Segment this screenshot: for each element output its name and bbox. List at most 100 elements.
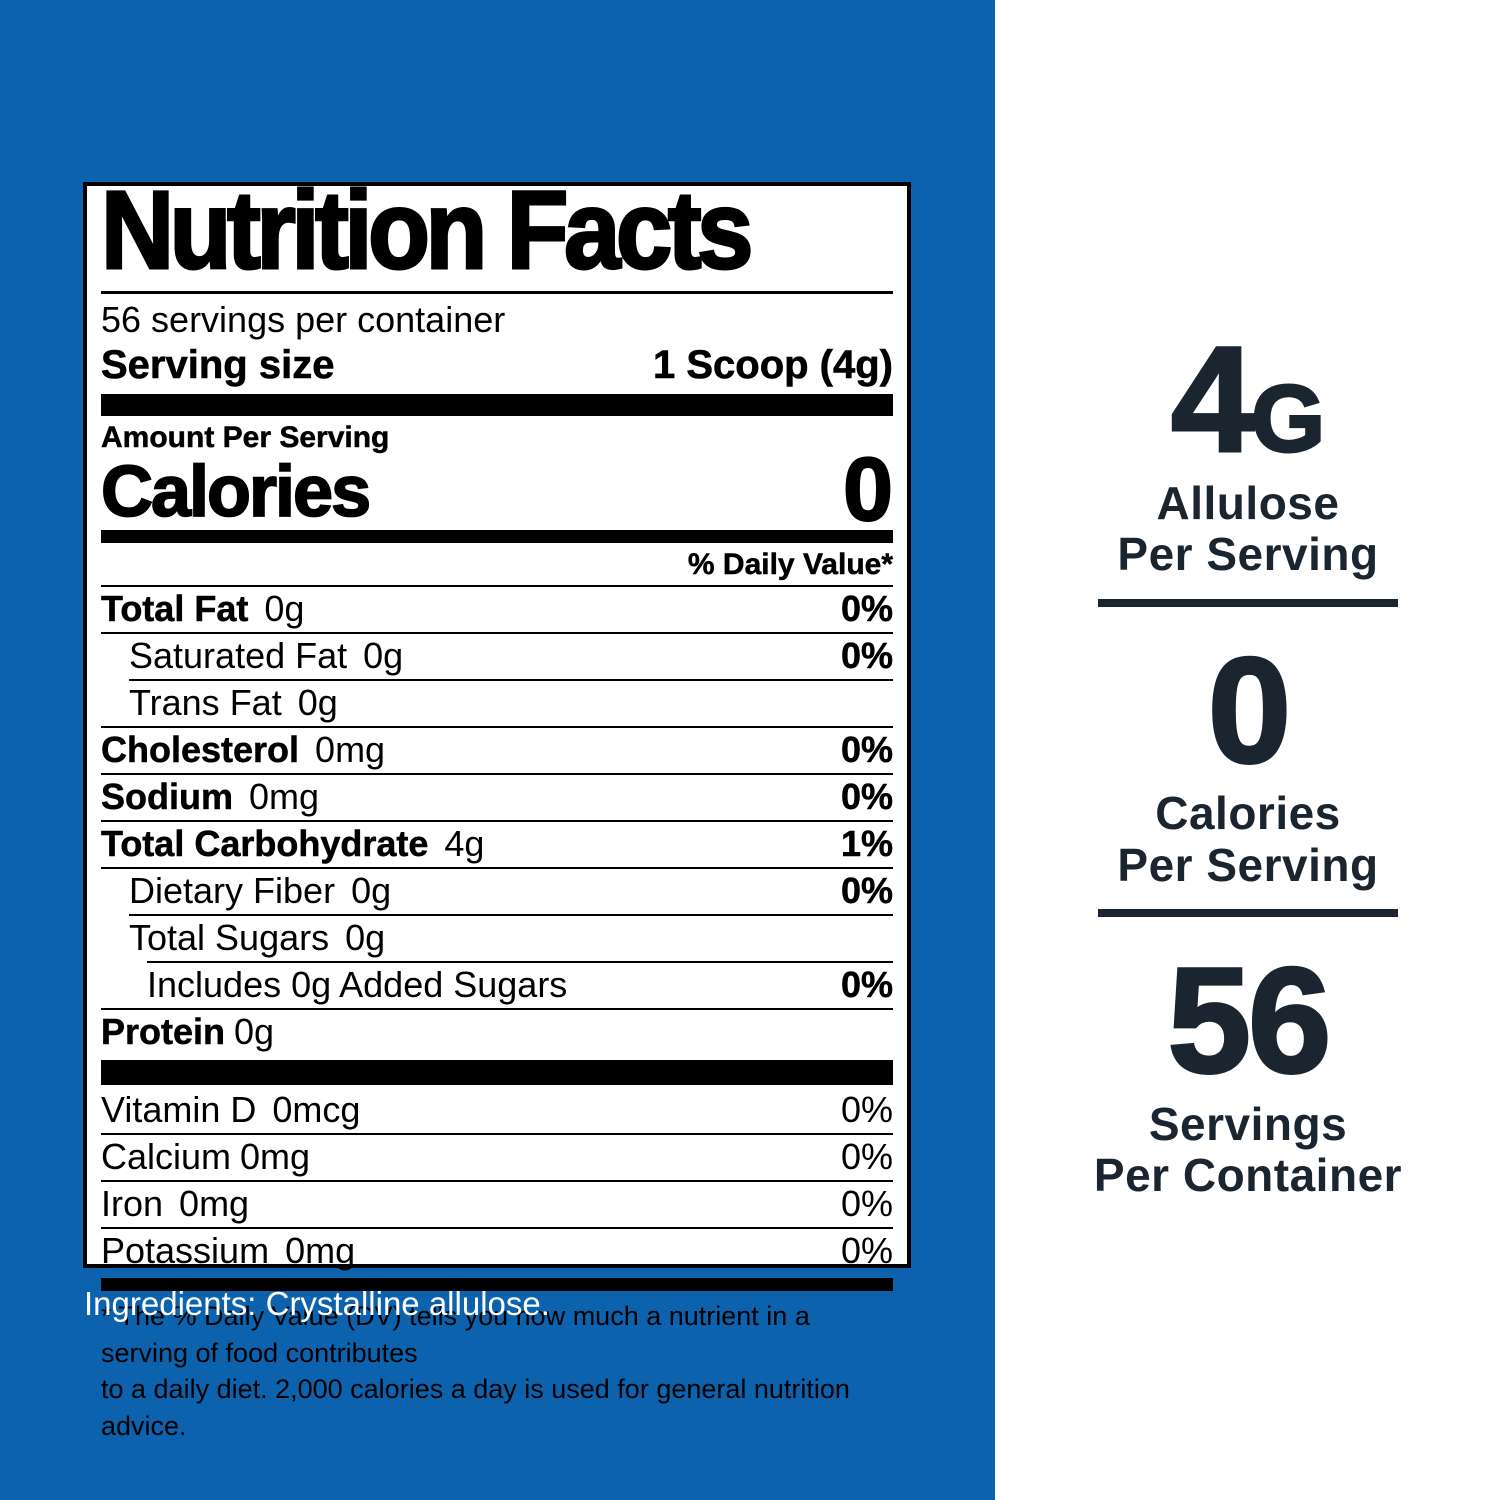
nutrient-row-total-fat: Total Fat 0g 0% [101,587,894,632]
serving-size-row: Serving size 1 Scoop (4g) [101,343,894,388]
nutrient-amount: 0g [264,588,305,630]
medium-divider-bar [101,530,893,544]
highlight-label: Allulose [1156,476,1340,529]
nutrition-facts-title: Nutrition Facts [100,169,755,292]
highlight-label: Per Container [1093,1149,1403,1202]
serving-size-value: 1 Scoop (4g) [652,343,894,388]
highlight-unit: G [1250,366,1326,472]
row-divider [101,1133,893,1136]
nutrient-name: Total Fat [101,588,249,630]
calories-row: Calories 0 [100,440,894,541]
calories-label: Calories [100,451,372,532]
highlight-calories-amount: 0 [1206,633,1292,786]
nutrient-pct: 0% [840,870,894,912]
nutrient-name: Saturated Fat [129,635,348,677]
nutrient-name: Cholesterol [101,729,300,771]
vitamin-row-calcium: Calcium 0mg 0% [101,1135,893,1180]
nutrient-row-total-sugars: Total Sugars 0g [101,916,893,961]
nutrient-row-dietary-fiber: Dietary Fiber 0g 0% [101,869,893,914]
nutrient-row-cholesterol: Cholesterol 0mg 0% [101,728,894,773]
vitamin-pct: 0% [840,1183,893,1225]
vitamin-amount: 0mg [285,1230,356,1272]
nutrient-row-saturated-fat: Saturated Fat 0g 0% [101,634,893,679]
vitamin-row-iron: Iron 0mg 0% [101,1182,893,1227]
nutrient-row-total-carbohydrate: Total Carbohydrate 4g 1% [101,822,894,867]
footnote-line-1: * The % Daily Value (DV) tells you how m… [101,1301,810,1368]
highlight-label: Servings [1148,1097,1348,1150]
ingredients-text: Ingredients: Crystalline allulose. [84,1285,550,1322]
nutrient-row-added-sugars: Includes 0g Added Sugars 0% [101,963,893,1008]
vitamin-name: Vitamin D [101,1089,257,1131]
highlight-value: 56 [1166,936,1333,1105]
title-divider [101,291,893,294]
vitamin-amount: 0mcg [272,1089,361,1131]
vitamin-pct: 0% [840,1089,893,1131]
vitamin-pct: 0% [840,1136,893,1178]
nutrition-facts-panel: Nutrition Facts 56 servings per containe… [83,174,911,1441]
vitamin-name: Iron [101,1183,164,1225]
nutrient-amount: 0g [351,870,392,912]
vitamin-pct: 0% [840,1230,893,1272]
row-divider [101,820,893,823]
medium-divider-bar [101,1278,893,1292]
row-divider [101,1008,893,1011]
highlight-stats-panel: 4G Allulose Per Serving 0 Calories Per S… [995,323,1501,1202]
nutrient-name: Dietary Fiber [129,870,336,912]
nutrient-pct: 0% [840,776,894,818]
nutrient-name: Trans Fat [129,682,282,724]
row-divider [101,867,893,870]
highlight-servings-amount: 56 [1166,944,1333,1097]
row-divider [101,773,893,776]
nutrient-pct: 1% [840,823,894,865]
vitamin-amount: 0mg [240,1136,311,1178]
calories-value: 0 [842,440,894,541]
thick-divider-bar [101,1060,893,1086]
nutrient-pct: 0% [840,635,894,677]
vitamin-amount: 0mg [179,1183,250,1225]
nutrient-pct: 0% [840,964,894,1006]
row-divider [101,1227,893,1230]
nutrient-name: Total Sugars [129,917,330,959]
nutrient-amount: 0g [297,682,338,724]
daily-value-header: % Daily Value* [687,548,894,582]
row-divider [101,632,893,635]
nutrient-pct: 0% [840,729,894,771]
vitamin-row-vitamin-d: Vitamin D 0mcg 0% [101,1088,893,1133]
nutrient-name: Total Carbohydrate [101,823,429,865]
highlight-divider [1098,909,1398,918]
vitamin-name: Potassium [101,1230,270,1272]
nutrient-name: Protein [101,1011,226,1053]
highlight-label: Per Serving [1117,838,1379,891]
highlight-allulose-amount: 4G [1170,323,1327,476]
nutrient-pct: 0% [840,588,894,630]
row-divider [101,726,893,729]
vitamin-name: Calcium [101,1136,232,1178]
nutrient-amount: 0mg [315,729,386,771]
nutrient-amount: 0g [363,635,404,677]
row-divider [129,679,893,682]
nutrient-row-protein: Protein 0g [101,1010,893,1055]
row-divider [101,1180,893,1183]
daily-value-footnote: * The % Daily Value (DV) tells you how m… [101,1298,893,1444]
vitamin-row-potassium: Potassium 0mg 0% [101,1229,893,1274]
nutrient-amount: 4g [444,823,485,865]
row-divider [147,961,893,964]
row-divider [129,914,893,917]
row-divider [101,585,893,588]
highlight-label: Per Serving [1117,528,1379,581]
footnote-line-2: to a daily diet. 2,000 calories a day is… [101,1374,850,1441]
nutrient-amount: 0g [234,1011,275,1053]
nutrient-row-trans-fat: Trans Fat 0g [101,681,893,726]
highlight-value: 0 [1206,625,1292,794]
nutrient-row-sodium: Sodium 0mg 0% [101,775,894,820]
amount-per-serving-label: Amount Per Serving [101,421,390,455]
nutrient-name: Sodium [101,776,234,818]
nutrient-name: Includes 0g Added Sugars [147,964,568,1006]
highlight-value: 4 [1170,315,1256,483]
highlight-divider [1098,598,1398,607]
white-background [995,0,1501,1500]
thick-divider-bar [101,394,893,417]
nutrient-amount: 0g [345,917,386,959]
serving-size-label: Serving size [101,343,335,388]
